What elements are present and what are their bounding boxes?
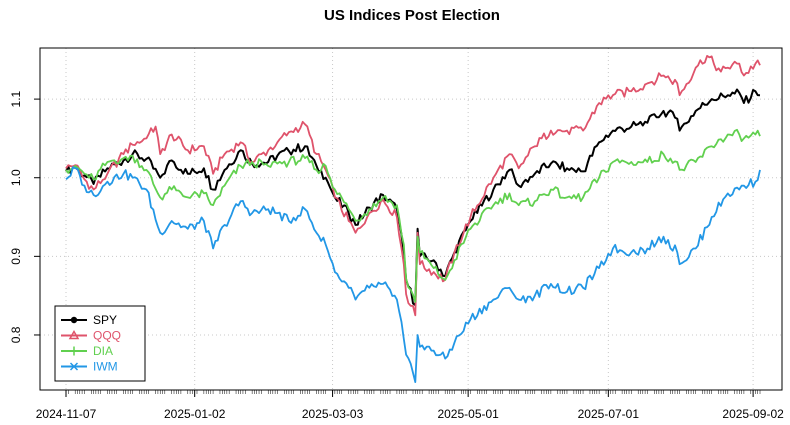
legend-label: SPY bbox=[93, 313, 117, 327]
grid bbox=[40, 48, 782, 390]
legend-marker-cross bbox=[69, 362, 79, 371]
x-tick-label: 2025-03-03 bbox=[302, 407, 364, 421]
series-lines bbox=[65, 55, 761, 383]
legend-marker-circle bbox=[70, 316, 78, 324]
x-tick-label: 2025-07-01 bbox=[578, 407, 640, 421]
x-tick-label: 2025-09-02 bbox=[722, 407, 784, 421]
legend-marker-triangle bbox=[68, 329, 80, 340]
chart-title: US Indices Post Election bbox=[324, 7, 500, 24]
legend-entry-dia: DIA bbox=[61, 344, 113, 358]
series-line-iwm bbox=[65, 166, 761, 383]
legend-label: DIA bbox=[93, 344, 113, 358]
x-tick-label: 2025-05-01 bbox=[437, 407, 499, 421]
axes: 2024-11-07 2025-01-02 2025-03-03 2025-05-01… bbox=[9, 90, 784, 421]
x-tick-label: 2024-11-07 bbox=[36, 407, 97, 421]
y-tick-label: 1.1 bbox=[9, 90, 23, 107]
legend-entry-qqq: QQQ bbox=[61, 329, 121, 343]
series-line-dia bbox=[65, 128, 761, 303]
x-tick-label: 2025-01-02 bbox=[164, 407, 226, 421]
y-tick-label: 0.9 bbox=[9, 248, 23, 265]
plot-frame bbox=[39, 47, 783, 391]
legend-entry-spy: SPY bbox=[61, 313, 117, 327]
legend-label: QQQ bbox=[93, 329, 121, 343]
series-line-qqq bbox=[65, 55, 761, 317]
legend-box bbox=[54, 305, 146, 382]
series-line-spy bbox=[65, 88, 761, 307]
legend-entry-iwm: IWM bbox=[61, 360, 118, 374]
y-tick-label: 1.0 bbox=[9, 169, 23, 186]
y-tick-label: 0.8 bbox=[9, 326, 23, 343]
legend-label: IWM bbox=[93, 360, 118, 374]
